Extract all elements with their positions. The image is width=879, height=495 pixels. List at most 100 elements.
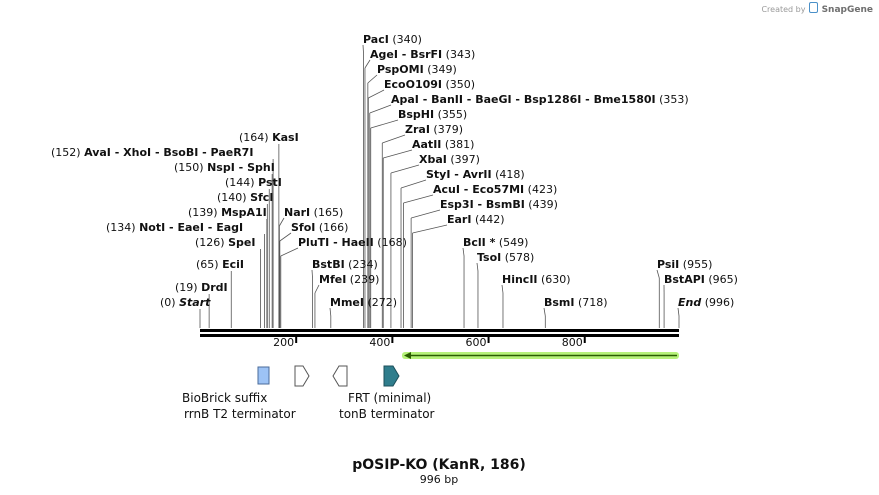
rrnb-t2-terminator-arrow-icon[interactable] [294, 365, 310, 387]
enzyme-label-end[interactable]: End (996) [678, 296, 734, 309]
enzyme-label-pluti[interactable]: PluTI - HaeII (168) [298, 236, 407, 249]
enzyme-name: Eco57MI [472, 183, 524, 196]
enzyme-label-sfoi[interactable]: SfoI (166) [291, 221, 348, 234]
enzyme-position: (234) [348, 258, 378, 271]
enzyme-label-eari[interactable]: EarI (442) [447, 213, 505, 226]
enzyme-label-psii[interactable]: PsiI (955) [657, 258, 712, 271]
enzyme-label-paci[interactable]: PacI (340) [363, 33, 422, 46]
enzyme-label-drdi[interactable]: (19) DrdI [175, 281, 228, 294]
leader-line-bstbi [311, 269, 313, 279]
enzyme-label-mfei[interactable]: MfeI (239) [319, 273, 379, 286]
enzyme-label-styi[interactable]: StyI - AvrII (418) [426, 168, 525, 181]
enzyme-label-kasi[interactable]: (164) KasI [239, 131, 299, 144]
name-separator: - [419, 93, 431, 106]
enzyme-name: BstBI [312, 258, 345, 271]
enzyme-position: (379) [433, 123, 463, 136]
leader-line-tsoi [476, 262, 479, 272]
tonb-terminator-arrow-icon[interactable] [332, 365, 348, 387]
enzyme-name: BsrFI [410, 48, 442, 61]
plasmid-title: pOSIP-KO (KanR, 186) [352, 457, 526, 473]
scale-tick-label: 600 [466, 336, 487, 349]
credit-prefix: Created by [761, 5, 806, 14]
leader-line-mfei [314, 284, 320, 294]
enzyme-name: NspI [207, 161, 235, 174]
enzyme-position: (549) [499, 236, 529, 249]
enzyme-label-noti[interactable]: (134) NotI - EaeI - EagI [106, 221, 243, 234]
enzyme-label-nari[interactable]: NarI (165) [284, 206, 343, 219]
enzyme-name: Start [179, 296, 211, 309]
enzyme-name: EagI [216, 221, 243, 234]
enzyme-position: (165) [314, 206, 344, 219]
leader-line-ecoo109i [368, 89, 385, 99]
enzyme-position: (996) [705, 296, 735, 309]
enzyme-label-ecoo109i[interactable]: EcoO109I (350) [384, 78, 475, 91]
enzyme-position: (239) [350, 273, 380, 286]
leader-line-pspomi [367, 74, 378, 84]
enzyme-position: (423) [528, 183, 558, 196]
leader-line-acui [403, 194, 434, 204]
enzyme-label-nspi[interactable]: (150) NspI - SphI [174, 161, 275, 174]
enzyme-label-ecii[interactable]: (65) EciI [196, 258, 244, 271]
enzyme-label-bsmi[interactable]: BsmI (718) [544, 296, 608, 309]
enzyme-position: (350) [446, 78, 476, 91]
enzyme-name: DrdI [201, 281, 228, 294]
enzyme-position: (718) [578, 296, 608, 309]
backbone-top-strand [200, 329, 679, 332]
kanr-feature[interactable] [402, 352, 679, 359]
enzyme-position: (272) [367, 296, 397, 309]
biobrick-suffix-box-icon[interactable] [257, 366, 270, 385]
enzyme-name: AvaI [84, 146, 111, 159]
enzyme-position: (340) [392, 33, 422, 46]
enzyme-name: BclI * [463, 236, 496, 249]
leader-line-mmei [329, 307, 332, 317]
leader-line-aatii [383, 149, 413, 159]
enzyme-position: (418) [495, 168, 525, 181]
enzyme-position: (355) [438, 108, 468, 121]
enzyme-label-spei[interactable]: (126) SpeI [195, 236, 255, 249]
enzyme-name: Bme1580I [594, 93, 656, 106]
enzyme-name: PstI [258, 176, 282, 189]
feature-label-biobrick-suffix: BioBrick suffix [182, 391, 267, 405]
enzyme-label-acui[interactable]: AcuI - Eco57MI (423) [433, 183, 557, 196]
enzyme-label-esp3i[interactable]: Esp3I - BsmBI (439) [440, 198, 558, 211]
leader-line-paci [362, 44, 364, 54]
enzyme-label-psti[interactable]: (144) PstI [225, 176, 282, 189]
enzyme-position: (144) [225, 176, 255, 189]
enzyme-label-bcli[interactable]: BclI * (549) [463, 236, 528, 249]
enzyme-label-mmei[interactable]: MmeI (272) [330, 296, 397, 309]
enzyme-label-hincii[interactable]: HincII (630) [502, 273, 571, 286]
enzyme-label-avai[interactable]: (152) AvaI - XhoI - BsoBI - PaeR7I [51, 146, 253, 159]
enzyme-label-bsphi[interactable]: BspHI (355) [398, 108, 467, 121]
enzyme-name: Esp3I [440, 198, 474, 211]
leader-line-agei [364, 59, 371, 69]
enzyme-label-mspa1i[interactable]: (139) MspA1I [188, 206, 267, 219]
enzyme-label-pspomi[interactable]: PspOMI (349) [377, 63, 457, 76]
enzyme-name: AatII [412, 138, 441, 151]
enzyme-name: Bsp1286I [524, 93, 582, 106]
enzyme-name: BaeGI [475, 93, 511, 106]
leader-line-bsphi [370, 119, 399, 129]
enzyme-label-tsoi[interactable]: TsoI (578) [477, 251, 534, 264]
enzyme-label-zrai[interactable]: ZraI (379) [405, 123, 463, 136]
name-separator: - [111, 146, 123, 159]
enzyme-name: BstAPI [664, 273, 705, 286]
enzyme-name: BspHI [398, 108, 434, 121]
enzyme-label-start[interactable]: (0) Start [160, 296, 211, 309]
enzyme-label-bstapi[interactable]: BstAPI (965) [664, 273, 738, 286]
enzyme-position: (65) [196, 258, 219, 271]
enzyme-label-sfci[interactable]: (140) SfcI [217, 191, 273, 204]
enzyme-name: HaeII [342, 236, 374, 249]
enzyme-label-bstbi[interactable]: BstBI (234) [312, 258, 378, 271]
enzyme-position: (343) [446, 48, 476, 61]
enzyme-name: NotI [139, 221, 165, 234]
enzyme-name: BsmBI [486, 198, 525, 211]
frt-minimal-arrow-icon[interactable] [383, 365, 400, 387]
enzyme-labels: (0) Start (19) DrdI (65) EciI (126) SpeI (13… [51, 33, 738, 309]
enzyme-label-agei[interactable]: AgeI - BsrFI (343) [370, 48, 475, 61]
enzyme-label-apai[interactable]: ApaI - BanII - BaeGI - Bsp1286I - Bme158… [391, 93, 689, 106]
plasmid-length: 996 bp [420, 473, 458, 486]
sequence-backbone [200, 329, 679, 337]
enzyme-label-xbai[interactable]: XbaI (397) [419, 153, 480, 166]
enzyme-label-aatii[interactable]: AatII (381) [412, 138, 474, 151]
feature-labels: BioBrick suffix rrnB T2 terminator FRT (… [182, 391, 435, 421]
